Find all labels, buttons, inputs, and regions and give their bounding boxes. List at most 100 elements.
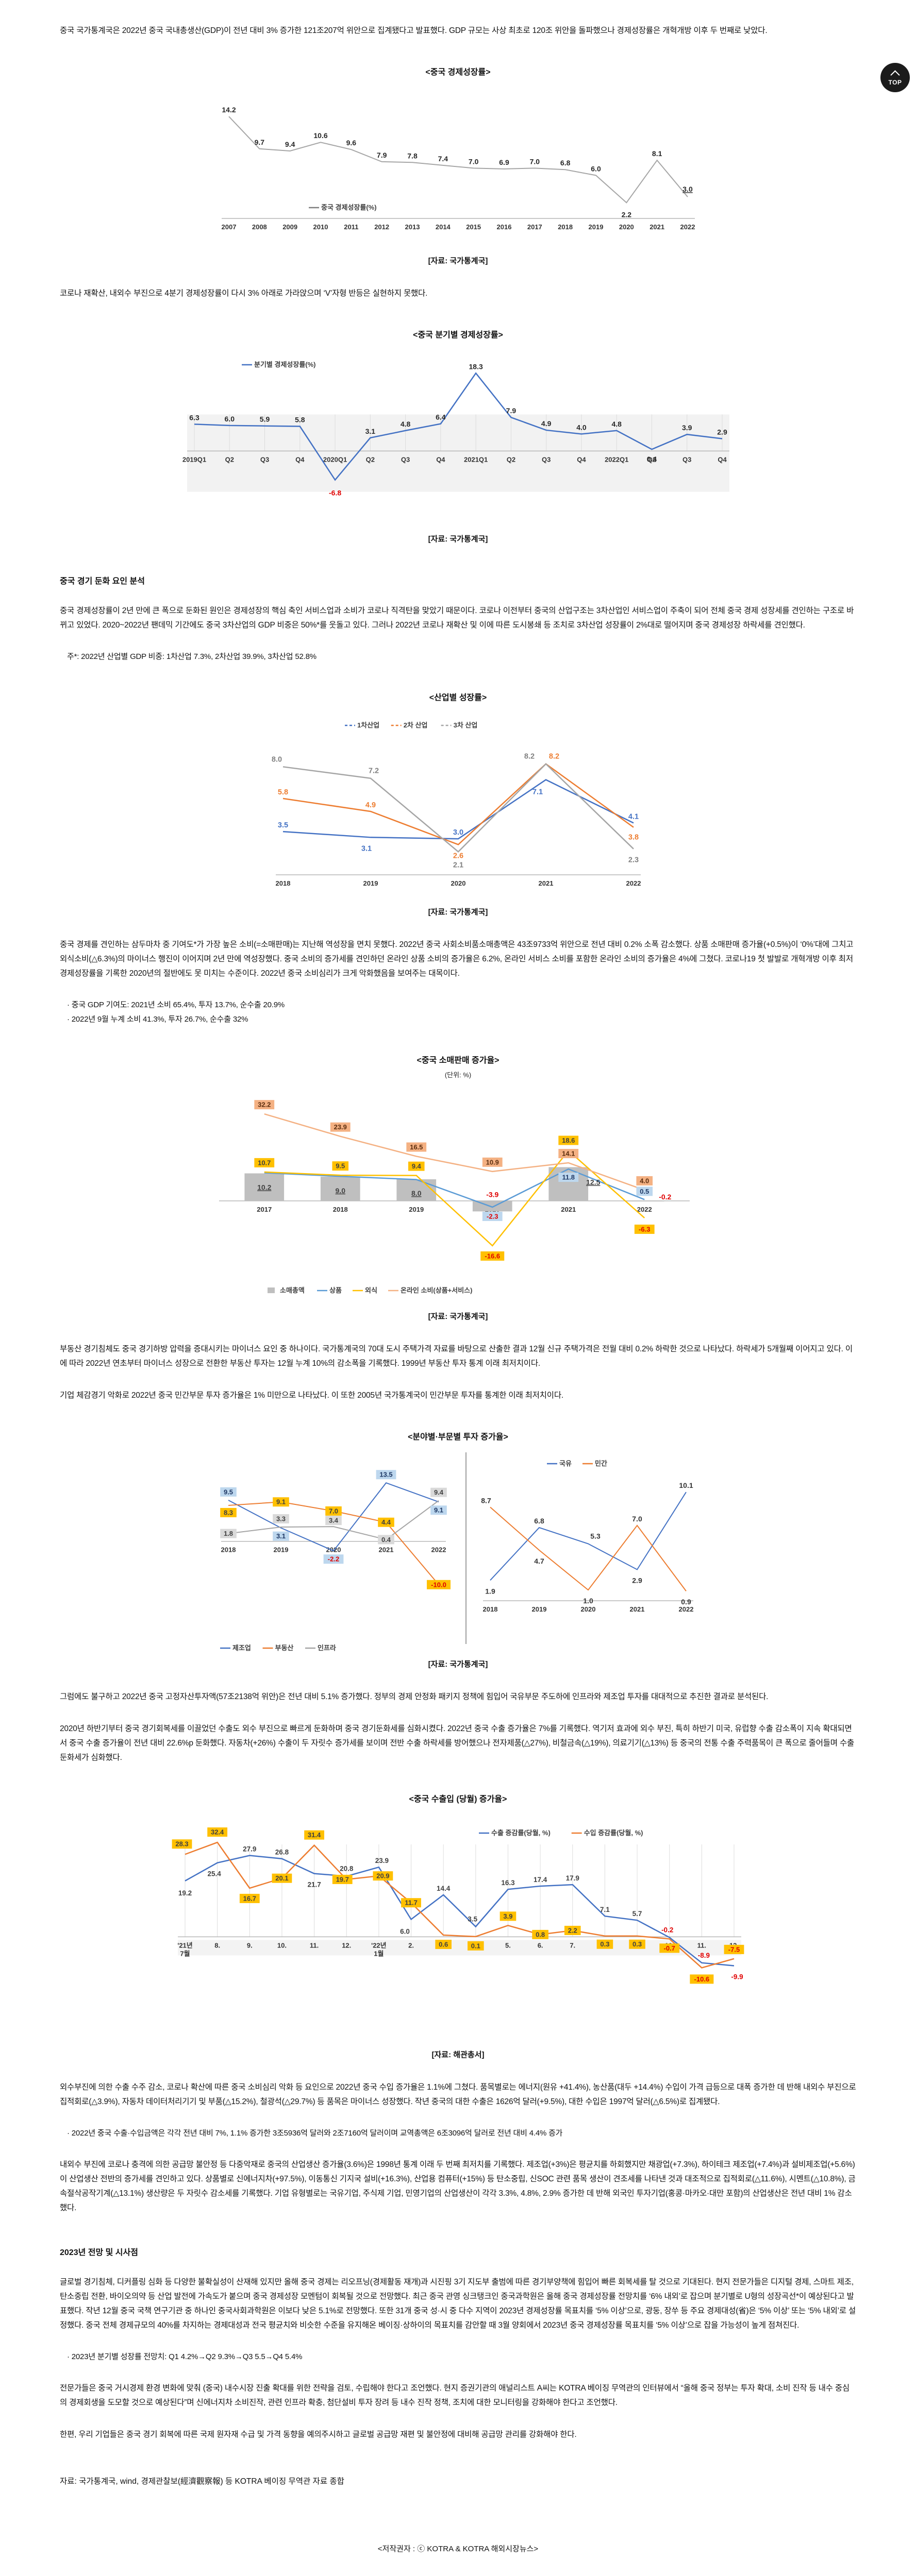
svg-text:2021: 2021: [629, 1605, 644, 1613]
bullet-line: · 중국 GDP 기여도: 2021년 소비 65.4%, 투자 13.7%, …: [67, 1001, 285, 1009]
svg-text:2020Q1: 2020Q1: [323, 455, 346, 463]
chart-investment: <분야별·부문별 투자 증가율> 2018 2019 2020 2021 2022 9.5…: [60, 1430, 856, 1669]
svg-text:7.9: 7.9: [376, 151, 387, 159]
svg-text:-0.7: -0.7: [663, 1944, 675, 1952]
svg-text:-0.2: -0.2: [659, 1193, 671, 1201]
body-paragraph: 한편, 우리 기업들은 중국 경기 회복에 따른 국제 원자재 수급 및 가격 …: [60, 2430, 577, 2439]
svg-text:2.6: 2.6: [453, 852, 463, 860]
svg-text:16.5: 16.5: [410, 1143, 423, 1151]
svg-text:2022: 2022: [626, 879, 641, 887]
svg-text:9.4: 9.4: [434, 1488, 443, 1496]
scroll-to-top-button[interactable]: TOP: [880, 63, 910, 92]
svg-text:2007: 2007: [221, 223, 236, 231]
svg-text:20.1: 20.1: [275, 1874, 288, 1882]
body-paragraph: 내외수 부진에 코로나 충격에 의한 공급망 불안정 등 다중악재로 중국의 산…: [60, 2160, 856, 2212]
svg-text:2019: 2019: [588, 223, 603, 231]
chart-source: [자료: 국가통계국]: [428, 257, 488, 265]
svg-text:2020: 2020: [326, 1546, 341, 1554]
svg-text:0.6: 0.6: [439, 1941, 448, 1948]
svg-text:4.1: 4.1: [628, 812, 638, 821]
svg-text:11.8: 11.8: [562, 1174, 575, 1181]
chart-gdp-annual: <중국 경제성장률> 2007 2008 2009 2010 2011 2012 2013 2…: [60, 65, 856, 266]
svg-text:6.0: 6.0: [591, 164, 601, 173]
svg-text:3.1: 3.1: [276, 1532, 285, 1540]
svg-text:2018: 2018: [332, 1206, 347, 1213]
svg-text:0.4: 0.4: [381, 1536, 391, 1544]
chart-source: [자료: 국가통계국]: [428, 908, 488, 917]
svg-text:온라인 소비(상품+서비스): 온라인 소비(상품+서비스): [401, 1286, 472, 1294]
svg-text:0.5: 0.5: [640, 1188, 649, 1195]
svg-text:4.4: 4.4: [381, 1518, 391, 1526]
svg-text:-2.2: -2.2: [327, 1555, 339, 1563]
svg-text:7.1: 7.1: [532, 788, 542, 796]
svg-text:9.5: 9.5: [336, 1162, 345, 1170]
svg-text:3차 산업: 3차 산업: [453, 721, 477, 729]
svg-text:국유: 국유: [559, 1460, 572, 1467]
svg-text:분기별 경제성장률(%): 분기별 경제성장률(%): [254, 361, 316, 368]
svg-text:-7.5: -7.5: [728, 1945, 739, 1953]
svg-text:19.2: 19.2: [178, 1889, 191, 1897]
body-paragraph: 코로나 재확산, 내외수 부진으로 4분기 경제성장률이 다시 3% 아래로 가…: [60, 289, 428, 298]
chart-source: [자료: 해관총서]: [431, 2050, 485, 2059]
investment-sector-line-chart: 2018 2019 2020 2021 2022 9.5 3.1 -2.2 13.5 9.1 8.3…: [220, 1470, 451, 1652]
chart-gdp-quarterly: <중국 분기별 경제성장률> 2019Q1 Q2 Q3 Q4 2020Q1 Q2 Q3 Q4 2…: [60, 328, 856, 544]
svg-text:3.5: 3.5: [468, 1916, 477, 1923]
svg-text:2021: 2021: [561, 1206, 576, 1213]
top-button-label: TOP: [888, 79, 902, 86]
svg-text:2020: 2020: [619, 223, 634, 231]
svg-text:23.9: 23.9: [334, 1123, 346, 1131]
svg-text:Q4: Q4: [718, 455, 727, 463]
section-heading: 중국 경기 둔화 요인 분석: [60, 577, 145, 586]
svg-text:4.9: 4.9: [541, 419, 551, 428]
svg-text:9.4: 9.4: [411, 1162, 421, 1170]
svg-text:2009: 2009: [282, 223, 297, 231]
svg-text:32.2: 32.2: [258, 1101, 271, 1109]
svg-text:2018: 2018: [558, 223, 573, 231]
svg-text:10.9: 10.9: [486, 1158, 498, 1166]
svg-text:2018: 2018: [482, 1605, 497, 1613]
svg-text:9.7: 9.7: [254, 138, 264, 146]
body-paragraph: 2020년 하반기부터 중국 경기회복세를 이끌었던 수출도 외수 부진으로 빠…: [60, 1724, 855, 1762]
svg-text:3.0: 3.0: [682, 185, 693, 193]
svg-text:17.9: 17.9: [565, 1874, 579, 1882]
svg-text:21.7: 21.7: [307, 1881, 321, 1889]
svg-text:3.9: 3.9: [681, 423, 692, 432]
svg-text:0.3: 0.3: [632, 1940, 642, 1948]
bullet-line: · 2022년 중국 수출·수입금액은 각각 전년 대비 7%, 1.1% 증가…: [67, 2129, 563, 2138]
svg-text:2014: 2014: [435, 223, 451, 231]
svg-text:0.8: 0.8: [536, 1930, 545, 1938]
svg-text:2.3: 2.3: [628, 856, 638, 865]
body-paragraph: 기업 체감경기 악화로 2022년 중국 민간부문 투자 증가율은 1% 미만으…: [60, 1391, 564, 1400]
svg-text:Q3: Q3: [401, 455, 409, 463]
svg-text:12.5: 12.5: [586, 1178, 600, 1186]
body-paragraph: 부동산 경기침체도 중국 경기하방 압력을 증대시키는 마이너스 요인 중 하나…: [60, 1345, 853, 1368]
chevron-up-icon: [890, 70, 900, 80]
svg-text:23.9: 23.9: [375, 1857, 388, 1865]
body-paragraph: 중국 경제성장률이 2년 만에 큰 폭으로 둔화된 원인은 경제성장의 핵심 축…: [60, 606, 854, 630]
svg-text:2022: 2022: [637, 1206, 652, 1213]
svg-text:2021: 2021: [649, 223, 664, 231]
svg-text:9.1: 9.1: [276, 1498, 285, 1506]
svg-text:상품: 상품: [329, 1286, 342, 1294]
svg-text:-2.3: -2.3: [487, 1212, 498, 1220]
bullet-line: · 2023년 분기별 성장률 전망치: Q1 4.2%→Q2 9.3%→Q3 …: [67, 2352, 303, 2361]
svg-text:Q4: Q4: [577, 455, 586, 463]
svg-text:6.3: 6.3: [189, 413, 199, 421]
svg-text:2022Q1: 2022Q1: [605, 455, 628, 463]
svg-text:2011: 2011: [344, 223, 358, 231]
svg-text:2020: 2020: [580, 1605, 595, 1613]
gdp-quarterly-line-chart: 2019Q1 Q2 Q3 Q4 2020Q1 Q2 Q3 Q4 2021Q1 Q2 Q3 Q4 2022…: [182, 361, 729, 497]
svg-text:7.0: 7.0: [328, 1507, 338, 1515]
svg-text:2.9: 2.9: [632, 1576, 642, 1584]
svg-text:1.8: 1.8: [223, 1530, 232, 1537]
svg-text:1차산업: 1차산업: [357, 721, 379, 729]
trade-monthly-line-chart: '21년7월8.9.10.11.12.'22년1월2.3.4.5.6.7.8.9…: [172, 1827, 744, 1984]
svg-text:6.8: 6.8: [534, 1517, 544, 1525]
chart-title: <중국 경제성장률>: [425, 68, 491, 77]
svg-text:3.3: 3.3: [276, 1515, 285, 1522]
svg-text:-9.9: -9.9: [731, 1973, 743, 1980]
svg-text:10.2: 10.2: [257, 1183, 271, 1191]
industry-growth-line-chart: 2018 2019 2020 2021 2022 3.5 3.1 3.0 7.1 4.1 5.8 4.…: [271, 721, 641, 887]
svg-text:2016: 2016: [496, 223, 511, 231]
svg-text:0.9: 0.9: [681, 1598, 691, 1606]
